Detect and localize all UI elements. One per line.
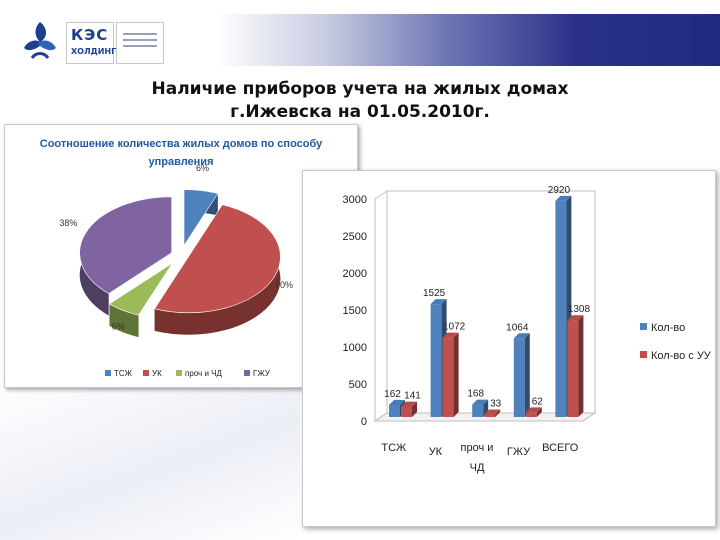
pie-label-2: 50%: [275, 280, 293, 290]
bar-y-tick-label: 2500: [343, 231, 367, 243]
bar-y-tick-label: 2000: [343, 268, 367, 280]
title-line-1: Наличие приборов учета на жилых домах: [151, 79, 569, 99]
bar-value-label-2-3: 33: [490, 399, 502, 410]
pie-chart-title-line-2: управления: [148, 156, 213, 168]
page-title: Наличие приборов учета на жилых домах г.…: [100, 78, 620, 124]
pie-slice-side-3: [109, 303, 139, 338]
bar-legend-label-2: Кол-во с УУ: [651, 350, 712, 362]
bar-value-label-2-2: 1072: [443, 322, 466, 333]
bar-value-label-1-2: 1525: [423, 288, 446, 299]
pie-legend-label-4: ГЖУ: [253, 369, 271, 378]
pie-slice-4: [79, 196, 173, 294]
bar-x-tick-label: проч и: [461, 442, 494, 454]
pie-legend-swatch-2: [143, 370, 149, 376]
pie-label-4: 38%: [59, 218, 77, 228]
bar-x-tick-label: ЧД: [470, 462, 485, 474]
pie-label-1: 6%: [196, 163, 209, 173]
bar-value-label-2-1: 141: [404, 391, 421, 402]
pie-slice-side-2: [154, 204, 281, 335]
pie-slice-3: [108, 262, 173, 316]
bar-value-label-1-3: 168: [467, 389, 484, 400]
bar-legend-swatch-2: [640, 351, 647, 358]
pie-slice-2: [154, 204, 281, 313]
pie-legend-swatch-4: [244, 370, 250, 376]
bar-value-label-1-5: 2920: [548, 185, 571, 196]
pie-chart-title-line-1: Соотношение количества жилых домов по сп…: [40, 138, 323, 150]
pie-legend-swatch-1: [105, 370, 111, 376]
bar-y-tick-label: 0: [361, 416, 367, 428]
background-fade: [0, 380, 300, 540]
title-line-2: г.Ижевска на 01.05.2010г.: [230, 102, 490, 122]
bar-chart: 0 500 1000 1500 2000 2500 3000 162 141 1525 1072 1…: [343, 185, 712, 474]
pie-legend-label-2: УК: [152, 369, 162, 378]
bar-value-label-2-5: 1308: [568, 304, 591, 315]
bar-x-tick-label: ВСЕГО: [542, 442, 579, 454]
pie-label-3: 6%: [112, 321, 125, 331]
pie-legend-label-1: ТСЖ: [114, 369, 133, 378]
bar-2-4: [525, 407, 542, 417]
kes-logo-icon: [18, 18, 62, 62]
pie-legend-label-3: проч и ЧД: [185, 369, 222, 378]
bar-y-tick-label: 500: [349, 379, 367, 391]
bar-chart-panel: 0 500 1000 1500 2000 2500 3000 162 141 1525 1072 1…: [302, 170, 716, 527]
bar-y-tick-label: 1000: [343, 342, 367, 354]
pie-legend-swatch-3: [176, 370, 182, 376]
bar-legend-label-1: Кол-во: [651, 322, 685, 334]
bar-2-5: [567, 315, 584, 417]
bar-value-label-1-4: 1064: [506, 322, 529, 333]
bar-2-3: [484, 409, 501, 417]
bar-x-tick-label: ГЖУ: [507, 446, 531, 458]
bar-x-tick-label: ТСЖ: [381, 442, 406, 454]
pie-slice-1: [183, 189, 219, 247]
kes-holding-logo: КЭС ХОЛДИНГ: [66, 22, 116, 64]
bar-y-tick-label: 1500: [343, 305, 367, 317]
pie-chart-panel: Соотношение количества жилых домов по сп…: [4, 124, 358, 388]
bar-value-label-2-4: 62: [532, 396, 544, 407]
bar-2-2: [442, 332, 459, 417]
bar-2-1: [401, 401, 417, 417]
bar-x-tick-label: УК: [429, 446, 443, 458]
logo-tagline-box: [116, 22, 164, 64]
bar-1-4: [513, 333, 530, 417]
pie-chart: Соотношение количества жилых домов по сп…: [40, 138, 323, 378]
bar-y-tick-label: 3000: [343, 194, 367, 206]
bar-value-label-1-1: 162: [384, 389, 401, 400]
bar-side-wall: [374, 190, 388, 422]
bar-legend-swatch-1: [640, 323, 647, 330]
